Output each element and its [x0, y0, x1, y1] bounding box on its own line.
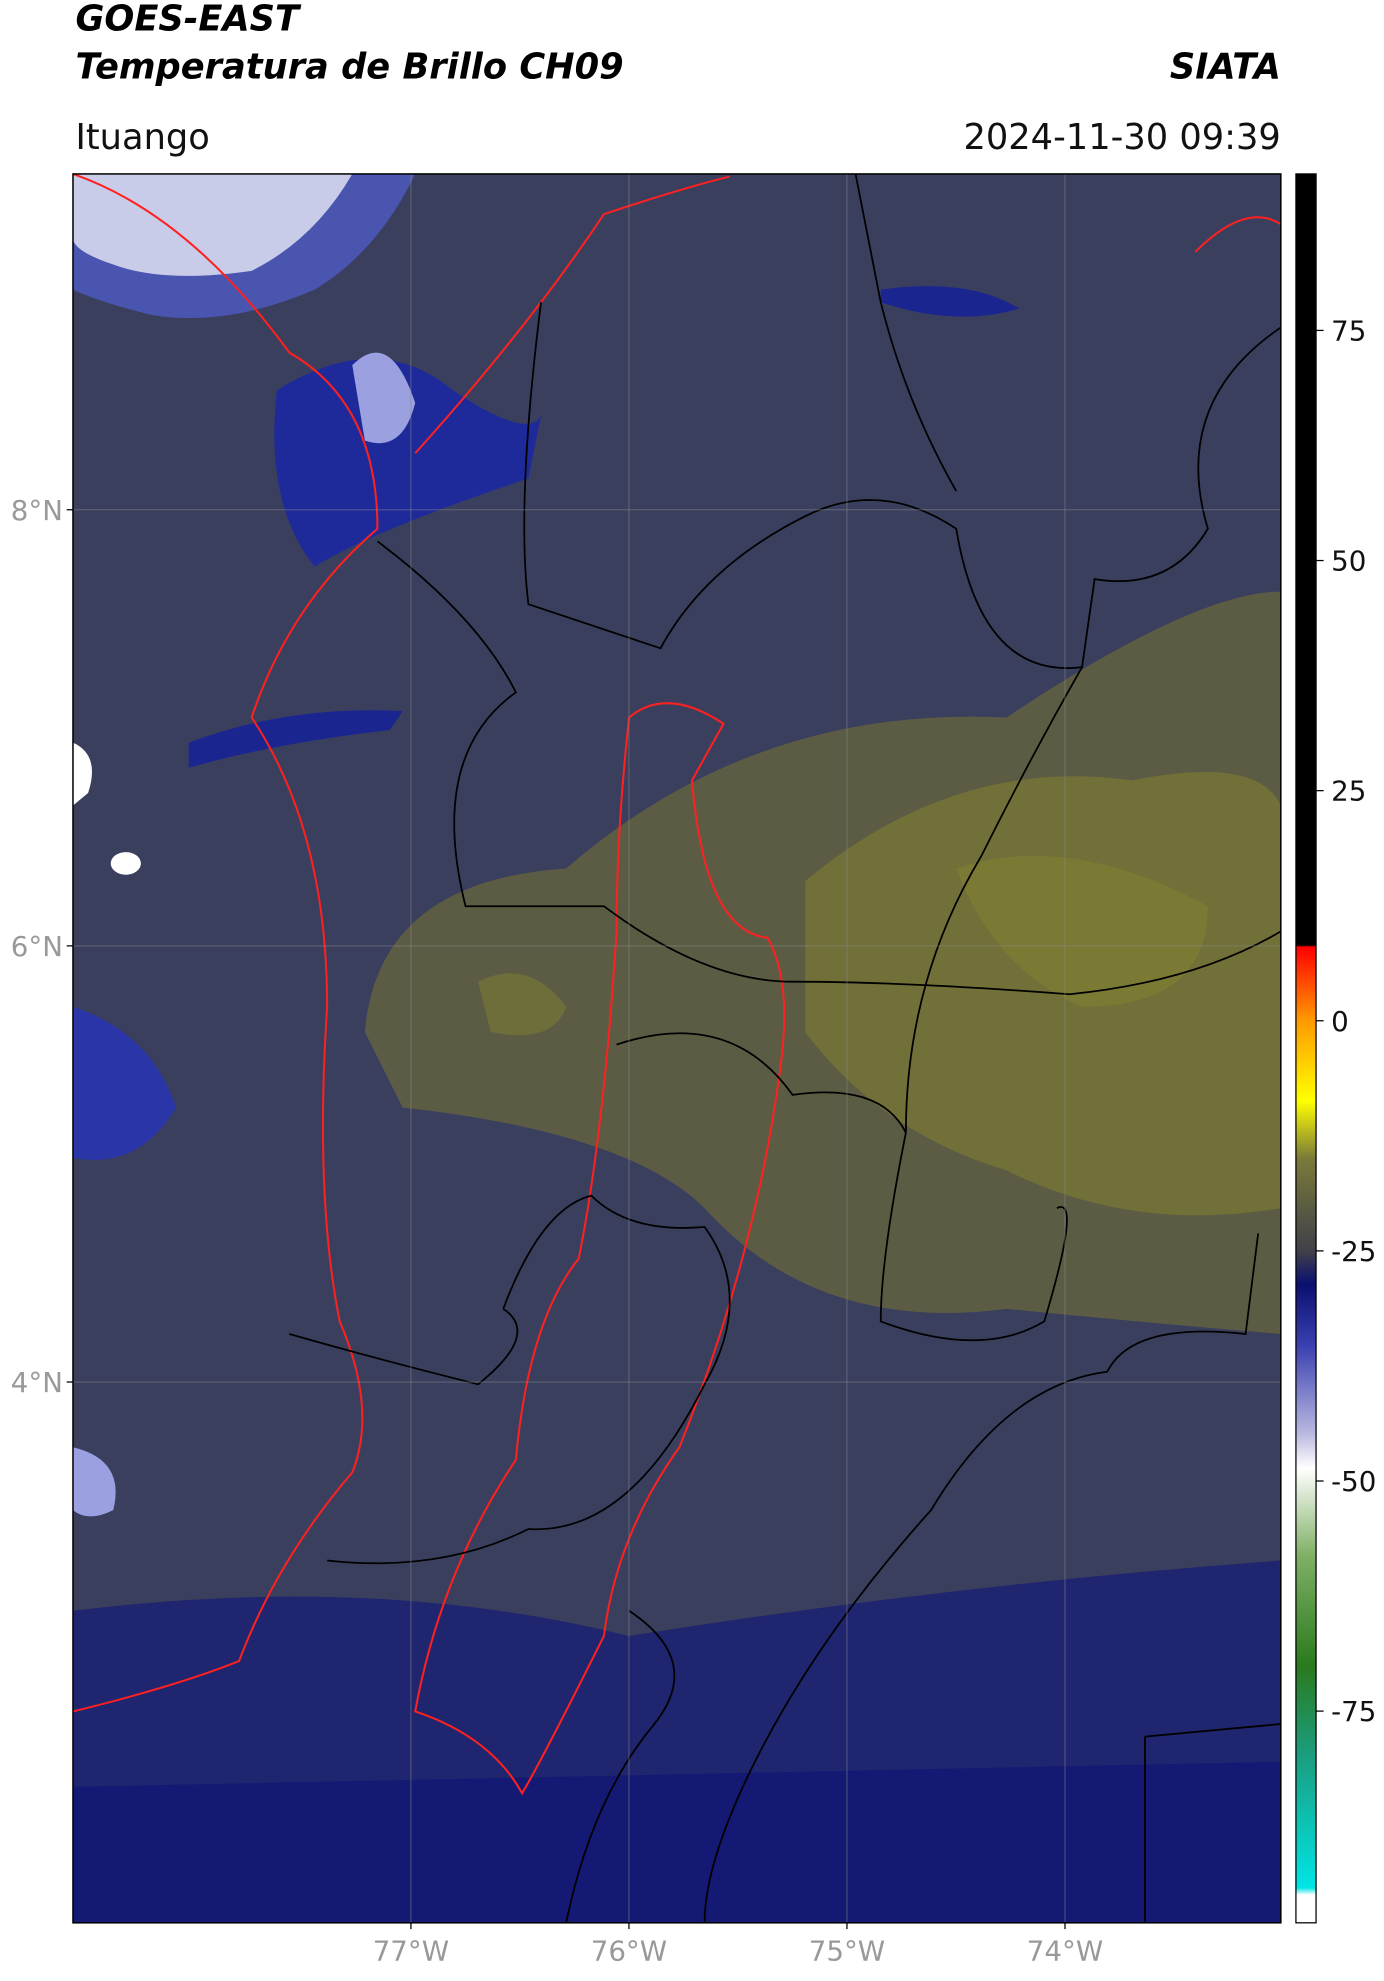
y-tick-label: 8°N — [11, 494, 63, 527]
x-tick-label: 75°W — [809, 1935, 885, 1968]
satellite-image — [72, 173, 1281, 1923]
colorbar-tick-label: 50 — [1331, 545, 1366, 578]
colorbar-tick-label: -25 — [1331, 1235, 1376, 1268]
colorbar-tick-label: 25 — [1331, 775, 1366, 808]
subtitle: Temperatura de Brillo CH09 — [75, 46, 623, 87]
title: GOES-EAST — [75, 0, 302, 40]
y-tick-label: 6°N — [11, 930, 63, 963]
x-tick-label: 74°W — [1027, 1935, 1103, 1968]
colorbar — [1295, 173, 1317, 1924]
x-tick-label: 77°W — [373, 1935, 449, 1968]
location: Ituango — [75, 117, 209, 158]
datetime: 2024-11-30 09:39 — [963, 117, 1280, 158]
map-frame — [72, 173, 1282, 1924]
source: SIATA — [1170, 46, 1281, 87]
colorbar-tick-label: 0 — [1331, 1005, 1349, 1038]
colorbar-tick-label: 75 — [1331, 314, 1366, 347]
x-tick-label: 76°W — [591, 1935, 667, 1968]
colorbar-tick-label: -75 — [1331, 1695, 1376, 1728]
y-tick-label: 4°N — [11, 1366, 63, 1399]
graticule — [72, 173, 1281, 1923]
colorbar-tick-label: -50 — [1331, 1465, 1376, 1498]
